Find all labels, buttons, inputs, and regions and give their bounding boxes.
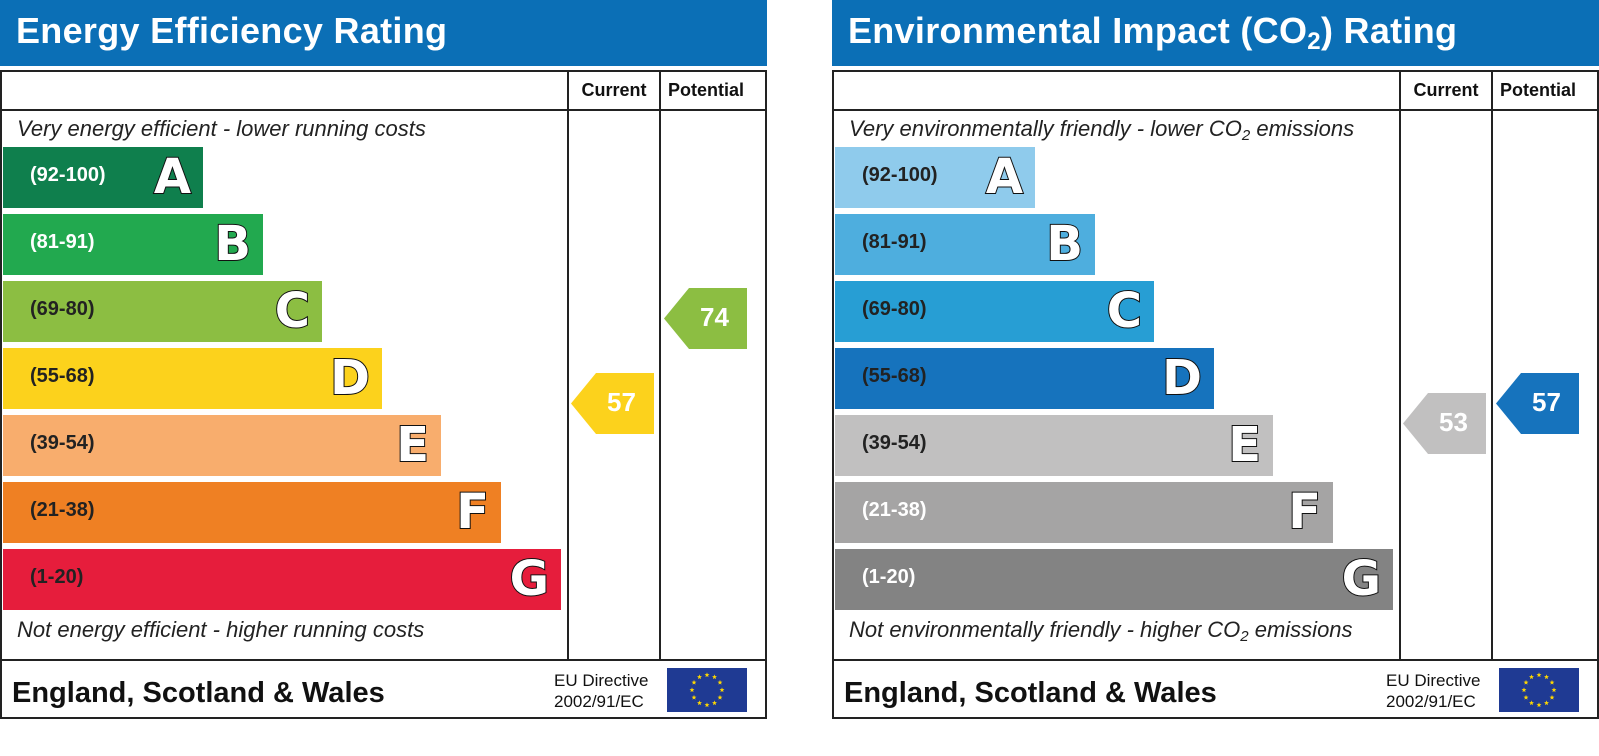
eu-star xyxy=(1521,687,1527,693)
rating-band-a: (92-100) A xyxy=(3,147,203,208)
eu-star xyxy=(1551,687,1557,693)
eu-star xyxy=(1523,679,1529,685)
band-letter: E xyxy=(395,416,430,474)
band-letter: A xyxy=(985,148,1024,206)
band-range-label: (39-54) xyxy=(862,432,927,454)
energy-efficiency-chart: Current Potential Very energy efficient … xyxy=(0,70,767,719)
band-letter: G xyxy=(1341,550,1382,608)
band-range-label: (55-68) xyxy=(862,365,927,387)
band-letter: B xyxy=(213,215,252,273)
band-letter: G xyxy=(509,550,550,608)
potential-rating-arrow: 57 xyxy=(1496,373,1579,434)
eu-star xyxy=(691,679,697,685)
band-range-label: (81-91) xyxy=(862,231,927,253)
band-range-label: (81-91) xyxy=(30,231,95,253)
current-rating-value: 53 xyxy=(1439,407,1468,437)
region-label: England, Scotland & Wales xyxy=(12,677,385,709)
potential-column-header: Potential xyxy=(1499,80,1576,100)
rating-band-e: (39-54) E xyxy=(835,415,1273,476)
rating-band-c: (69-80) C xyxy=(3,281,322,342)
eu-star xyxy=(1549,694,1555,700)
band-range-label: (1-20) xyxy=(30,566,84,588)
eu-star xyxy=(712,700,717,706)
band-letter: E xyxy=(1227,416,1262,474)
band-range-label: (69-80) xyxy=(862,298,927,320)
eu-star xyxy=(719,687,725,693)
current-column-header: Current xyxy=(1413,80,1479,100)
region-label: England, Scotland & Wales xyxy=(844,677,1217,709)
current-rating-arrow: 57 xyxy=(571,373,654,434)
current-column-header: Current xyxy=(581,80,647,100)
eu-star xyxy=(1529,700,1534,706)
eu-star xyxy=(717,694,723,700)
band-range-label: (21-38) xyxy=(30,499,95,521)
potential-rating-arrow: 74 xyxy=(664,288,747,349)
energy-efficiency-panel: Energy Efficiency Rating Current Potenti… xyxy=(0,0,767,720)
rating-band-b: (81-91) B xyxy=(3,214,263,275)
eu-directive-text: EU Directive 2002/91/EC xyxy=(1386,671,1481,711)
rating-band-a: (92-100) A xyxy=(835,147,1035,208)
environmental-impact-header: Environmental Impact (CO2) Rating xyxy=(832,0,1599,66)
eu-directive-text: EU Directive 2002/91/EC xyxy=(554,671,649,711)
eu-star xyxy=(1536,702,1542,708)
scale-bottom-note: Not energy efficient - higher running co… xyxy=(17,617,425,642)
band-range-label: (92-100) xyxy=(862,164,938,186)
rating-band-d: (55-68) D xyxy=(3,348,382,409)
eu-star xyxy=(704,702,710,708)
band-letter: D xyxy=(329,349,371,407)
eu-star xyxy=(717,679,723,685)
energy-efficiency-header: Energy Efficiency Rating xyxy=(0,0,767,66)
current-rating-value: 57 xyxy=(607,387,636,417)
band-range-label: (21-38) xyxy=(862,499,927,521)
eu-star xyxy=(691,694,697,700)
eu-star xyxy=(1544,700,1549,706)
band-letter: C xyxy=(1106,282,1143,340)
energy-efficiency-title: Energy Efficiency Rating xyxy=(16,10,448,51)
band-letter: B xyxy=(1045,215,1084,273)
rating-band-c: (69-80) C xyxy=(835,281,1154,342)
band-letter: C xyxy=(274,282,311,340)
eu-star xyxy=(1536,672,1542,678)
eu-flag-icon xyxy=(1499,668,1579,712)
eu-star xyxy=(1523,694,1529,700)
environmental-impact-chart: Current Potential Very environmentally f… xyxy=(832,70,1599,719)
rating-band-e: (39-54) E xyxy=(3,415,441,476)
rating-band-b: (81-91) B xyxy=(835,214,1095,275)
rating-band-f: (21-38) F xyxy=(3,482,501,543)
rating-band-g: (1-20) G xyxy=(3,549,561,610)
eu-star xyxy=(1544,674,1549,680)
band-range-label: (1-20) xyxy=(862,566,916,588)
eu-star xyxy=(1529,674,1534,680)
eu-flag-icon xyxy=(667,668,747,712)
band-letter: A xyxy=(153,148,192,206)
band-range-label: (55-68) xyxy=(30,365,95,387)
eu-star xyxy=(697,700,702,706)
eu-star xyxy=(697,674,702,680)
scale-top-note: Very environmentally friendly - lower CO… xyxy=(849,116,1355,144)
band-range-label: (69-80) xyxy=(30,298,95,320)
rating-band-f: (21-38) F xyxy=(835,482,1333,543)
eu-star xyxy=(1549,679,1555,685)
eu-star xyxy=(689,687,695,693)
band-range-label: (92-100) xyxy=(30,164,106,186)
eu-star xyxy=(712,674,717,680)
environmental-impact-title: Environmental Impact (CO2) Rating xyxy=(848,10,1458,55)
environmental-impact-panel: Environmental Impact (CO2) Rating Curren… xyxy=(832,0,1599,720)
scale-top-note: Very energy efficient - lower running co… xyxy=(17,116,426,141)
band-range-label: (39-54) xyxy=(30,432,95,454)
potential-rating-value: 57 xyxy=(1532,387,1561,417)
potential-rating-value: 74 xyxy=(700,302,729,332)
eu-star xyxy=(704,672,710,678)
scale-bottom-note: Not environmentally friendly - higher CO… xyxy=(849,617,1353,645)
potential-column-header: Potential xyxy=(667,80,744,100)
current-rating-arrow: 53 xyxy=(1403,393,1486,454)
rating-band-d: (55-68) D xyxy=(835,348,1214,409)
rating-band-g: (1-20) G xyxy=(835,549,1393,610)
band-letter: F xyxy=(1287,483,1322,541)
band-letter: F xyxy=(455,483,490,541)
band-letter: D xyxy=(1161,349,1203,407)
